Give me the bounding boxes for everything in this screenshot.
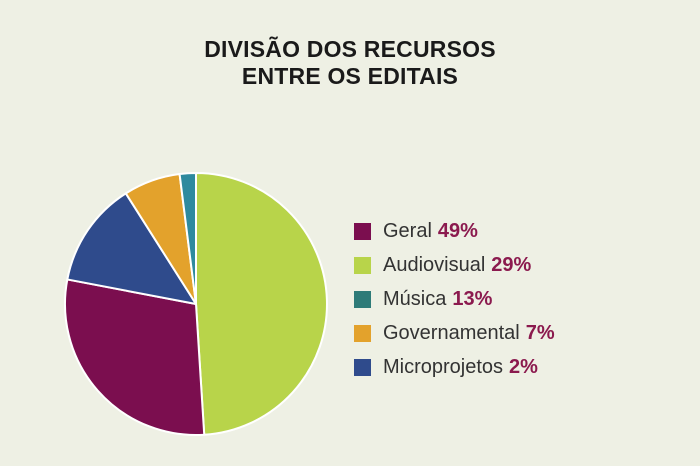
pie-slice-2 bbox=[66, 192, 197, 305]
chart-title-line-2: ENTRE OS EDITAIS bbox=[241, 63, 459, 89]
legend-item-microprojetos: Microprojetos 2% bbox=[354, 350, 555, 384]
pie-slice-4 bbox=[178, 171, 197, 305]
legend-label-geral: Geral bbox=[383, 219, 432, 242]
legend-label-microprojetos: Microprojetos bbox=[383, 355, 504, 378]
legend-value-geral: 49% bbox=[437, 219, 478, 242]
legend-swatch-geral bbox=[354, 222, 371, 240]
chart-title: DIVISÃO DOS RECURSOS ENTRE OS EDITAIS bbox=[0, 36, 700, 90]
legend-item-governamental: Governamental 7% bbox=[354, 316, 555, 350]
legend-swatch-musica bbox=[354, 290, 371, 308]
legend-swatch-microprojetos bbox=[354, 358, 371, 376]
legend-item-musica: Música 13% bbox=[354, 282, 555, 316]
legend-label-audiovisual: Audiovisual bbox=[383, 253, 486, 276]
legend-value-audiovisual: 29% bbox=[491, 253, 532, 276]
chart-title-line-1: DIVISÃO DOS RECURSOS bbox=[204, 36, 496, 62]
pie-slice-0 bbox=[195, 172, 328, 436]
legend-swatch-audiovisual bbox=[354, 256, 371, 274]
legend-value-musica: 13% bbox=[452, 287, 493, 310]
legend-label-musica: Música bbox=[383, 287, 447, 310]
legend-label-governamental: Governamental bbox=[383, 321, 520, 344]
chart-legend: Geral 49% Audiovisual 29% Música 13% Gov… bbox=[354, 214, 555, 384]
legend-value-microprojetos: 2% bbox=[509, 355, 538, 378]
legend-item-audiovisual: Audiovisual 29% bbox=[354, 248, 555, 282]
pie-slice-1 bbox=[64, 278, 206, 436]
legend-value-governamental: 7% bbox=[525, 321, 555, 344]
legend-item-geral: Geral 49% bbox=[354, 214, 555, 248]
legend-swatch-governamental bbox=[354, 324, 371, 342]
